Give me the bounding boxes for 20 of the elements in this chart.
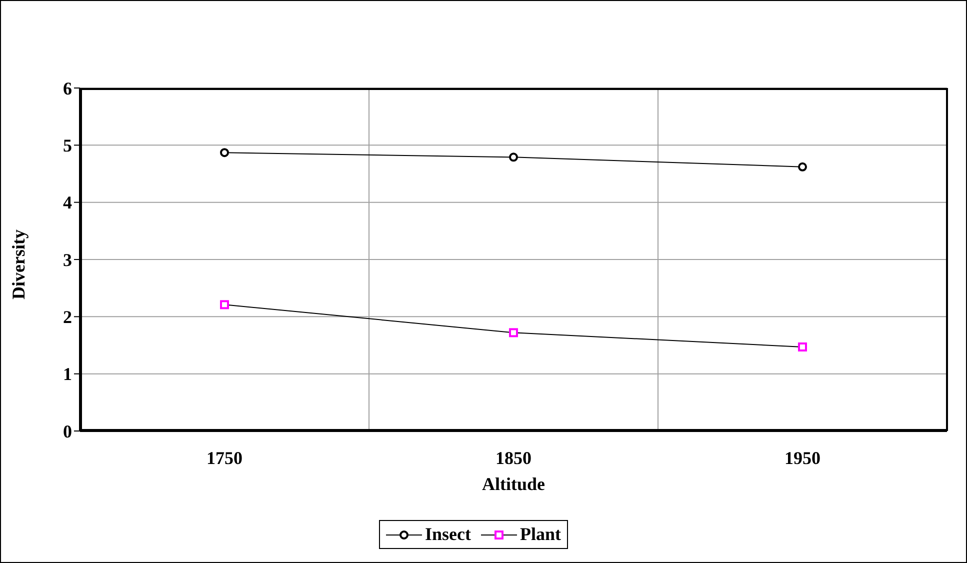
y-tick-label: 3 — [63, 250, 72, 270]
x-tick-label: 1750 — [206, 448, 242, 468]
x-tick-label: 1850 — [496, 448, 532, 468]
point — [509, 152, 518, 162]
point — [798, 342, 807, 352]
point — [798, 162, 807, 172]
y-tick-label: 1 — [63, 364, 72, 384]
x-axis-title: Altitude — [482, 474, 546, 494]
y-tick-label: 0 — [63, 421, 72, 442]
y-tick-label: 2 — [63, 307, 72, 328]
x-tick-label: 1950 — [784, 448, 820, 468]
legend-label: Plant — [520, 524, 561, 545]
y-tick-label: 5 — [63, 136, 72, 156]
point — [220, 300, 229, 310]
y-axis-title: Diversity — [8, 230, 28, 300]
point — [220, 148, 229, 158]
legend-label: Insect — [424, 524, 471, 545]
point — [509, 328, 518, 338]
y-tick-label: 4 — [63, 192, 72, 213]
y-tick-label: 6 — [63, 78, 72, 98]
